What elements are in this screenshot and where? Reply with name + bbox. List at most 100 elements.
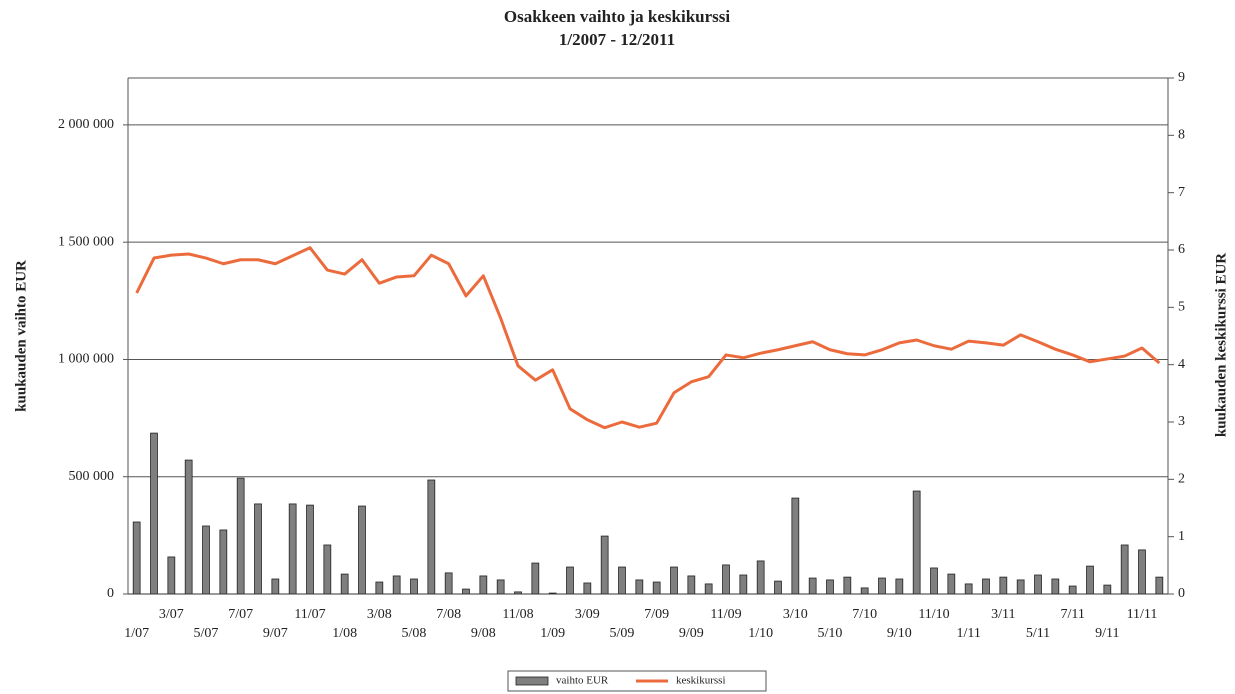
x-tick-label: 5/07 (194, 626, 219, 641)
bar (826, 579, 834, 595)
bar (583, 582, 592, 595)
x-tick-label: 9/07 (263, 626, 288, 641)
bar (427, 479, 436, 595)
bar (254, 503, 262, 595)
x-tick-label: 7/11 (1060, 607, 1084, 622)
bar (808, 577, 817, 595)
bar (704, 583, 713, 595)
x-tick-label: 11/08 (502, 607, 533, 622)
bar (964, 583, 973, 595)
bar (947, 573, 956, 595)
x-tick-label: 9/10 (887, 626, 912, 641)
bar (791, 497, 800, 595)
bar (167, 556, 176, 595)
x-tick-label: 5/10 (818, 626, 843, 641)
y2-axis-title: kuukauden keskikurssi EUR (1213, 253, 1229, 437)
x-tick-label: 5/11 (1026, 626, 1050, 641)
bar (306, 504, 314, 595)
bar (392, 575, 401, 595)
bar (930, 567, 938, 595)
x-tick-label: 5/08 (402, 626, 427, 641)
line (135, 246, 1161, 430)
x-tick-label: 7/08 (436, 607, 461, 622)
x-tick-label: 9/08 (471, 626, 496, 641)
y-axis-title: kuukauden vaihto EUR (13, 260, 29, 412)
y2-tick-label: 7 (1178, 185, 1185, 200)
bar (444, 572, 453, 595)
bar (860, 587, 869, 595)
y2-tick-label: 5 (1178, 300, 1185, 315)
bar (722, 564, 730, 595)
bar (1120, 544, 1129, 595)
x-tick-label: 11/09 (710, 607, 741, 622)
x-tick-label: 9/09 (679, 626, 704, 641)
x-tick-label: 11/11 (1127, 607, 1158, 622)
chart-title: Osakkeen vaihto ja keskikurssi (504, 7, 731, 26)
bar (323, 544, 332, 595)
x-tick-label: 1/11 (956, 626, 980, 641)
bar (687, 575, 696, 595)
bar (531, 562, 540, 595)
bar (774, 580, 782, 595)
x-tick-label: 3/11 (991, 607, 1015, 622)
bar (150, 432, 158, 595)
y2-tick-label: 1 (1178, 529, 1185, 544)
y2-tick-label: 6 (1178, 242, 1185, 257)
bar (1086, 565, 1094, 595)
x-tick-label: 9/11 (1095, 626, 1119, 641)
bar (670, 566, 678, 595)
bar (912, 490, 921, 595)
bar (895, 578, 904, 595)
bar (843, 576, 852, 595)
x-tick-label: 7/09 (644, 607, 669, 622)
bar (271, 578, 280, 595)
y-tick-label: 0 (107, 586, 114, 601)
y2-tick-label: 2 (1178, 472, 1185, 487)
x-tick-label: 3/10 (783, 607, 808, 622)
bar (340, 573, 349, 595)
bar (1034, 574, 1042, 595)
bar (1103, 584, 1112, 595)
bar (1155, 576, 1164, 595)
bar (1051, 578, 1060, 595)
bar (202, 525, 210, 595)
x-tick-label: 5/09 (610, 626, 635, 641)
bar (600, 535, 609, 595)
y-tick-label: 500 000 (69, 469, 115, 484)
x-tick-label: 3/09 (575, 607, 600, 622)
bar (652, 581, 661, 595)
y2-tick-label: 3 (1178, 414, 1185, 429)
bar (496, 579, 505, 595)
y2-tick-label: 4 (1178, 357, 1185, 372)
bar (618, 566, 626, 595)
x-tick-label: 1/07 (124, 626, 149, 641)
bar (1138, 549, 1146, 595)
x-tick-label: 1/09 (540, 626, 565, 641)
y-tick-label: 1 000 000 (58, 352, 114, 367)
legend-label: keskikurssi (676, 675, 726, 687)
legend-label: vaihto EUR (556, 675, 609, 687)
x-tick-label: 11/07 (294, 607, 325, 622)
bar (739, 574, 748, 595)
bar (479, 575, 488, 595)
x-tick-label: 11/10 (918, 607, 949, 622)
y2-tick-label: 0 (1178, 586, 1185, 601)
bar (999, 576, 1008, 595)
chart-subtitle: 1/2007 - 12/2011 (559, 30, 675, 49)
y-tick-label: 1 500 000 (58, 234, 114, 249)
bar (462, 588, 470, 595)
x-tick-label: 1/08 (332, 626, 357, 641)
bar (184, 459, 193, 595)
bar (236, 477, 245, 595)
bar (358, 505, 366, 595)
x-tick-label: 7/07 (228, 607, 253, 622)
y-tick-label: 2 000 000 (58, 117, 114, 132)
bar (410, 578, 418, 595)
bar (1068, 585, 1077, 595)
legend-swatch (515, 676, 549, 686)
y2-tick-label: 8 (1178, 128, 1185, 143)
bar (219, 529, 228, 595)
x-tick-label: 3/07 (159, 607, 184, 622)
bar (566, 566, 574, 595)
